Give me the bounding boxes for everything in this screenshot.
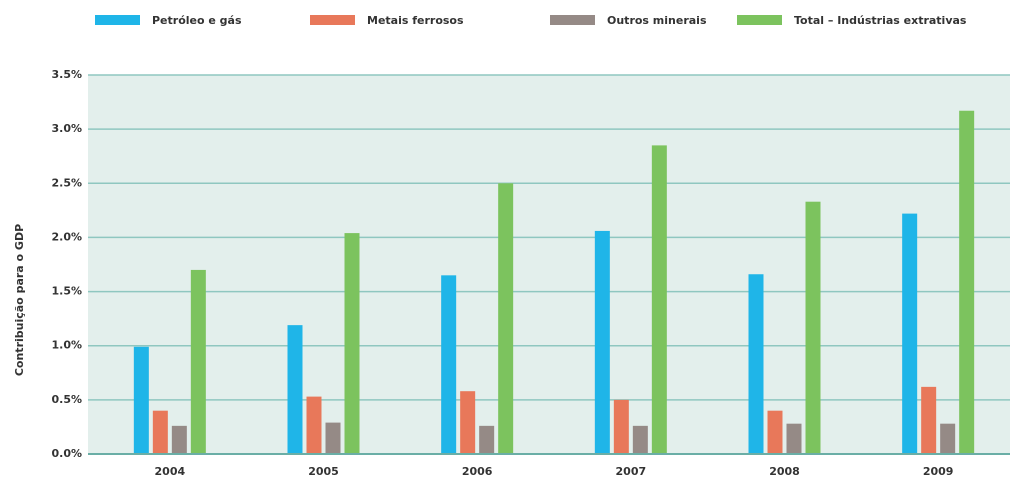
y-tick-label: 0.5%: [51, 393, 82, 406]
bar: [786, 423, 802, 454]
bar: [632, 425, 648, 454]
bar: [748, 274, 764, 454]
bar: [441, 275, 457, 454]
bar: [287, 325, 303, 454]
bar: [651, 145, 667, 454]
bar: [460, 391, 476, 454]
bar: [594, 230, 610, 454]
legend-label: Outros minerais: [607, 14, 707, 27]
bar: [902, 213, 918, 454]
bar: [479, 425, 495, 454]
y-tick-label: 2.5%: [51, 176, 82, 189]
plot-background: [88, 75, 1010, 454]
legend-swatch: [737, 15, 782, 25]
legend-label: Total – Indústrias extrativas: [794, 14, 967, 27]
bar: [171, 425, 187, 454]
bar: [306, 396, 322, 454]
bar: [959, 110, 975, 454]
y-axis-label: Contribuição para o GDP: [13, 224, 26, 376]
x-tick-label: 2004: [155, 465, 186, 478]
y-tick-label: 3.5%: [51, 68, 82, 81]
y-tick-label: 1.5%: [51, 285, 82, 298]
x-tick-label: 2005: [308, 465, 339, 478]
bar: [498, 183, 514, 455]
bar: [152, 410, 168, 454]
bar: [767, 410, 783, 454]
y-tick-label: 0.0%: [51, 447, 82, 460]
bar: [805, 201, 821, 454]
bar: [613, 399, 629, 454]
bar: [921, 386, 937, 454]
legend-swatch: [95, 15, 140, 25]
y-tick-label: 2.0%: [51, 230, 82, 243]
x-tick-label: 2008: [769, 465, 800, 478]
x-tick-label: 2009: [923, 465, 954, 478]
bar: [325, 422, 341, 454]
bar: [190, 269, 206, 454]
bar: [133, 346, 149, 454]
legend-label: Petróleo e gás: [152, 14, 242, 27]
y-tick-label: 3.0%: [51, 122, 82, 135]
x-tick-label: 2006: [462, 465, 493, 478]
legend-label: Metais ferrosos: [367, 14, 464, 27]
y-tick-label: 1.0%: [51, 339, 82, 352]
legend-swatch: [550, 15, 595, 25]
bar: [940, 423, 956, 454]
bar: [344, 233, 360, 454]
legend-swatch: [310, 15, 355, 25]
x-tick-label: 2007: [616, 465, 647, 478]
